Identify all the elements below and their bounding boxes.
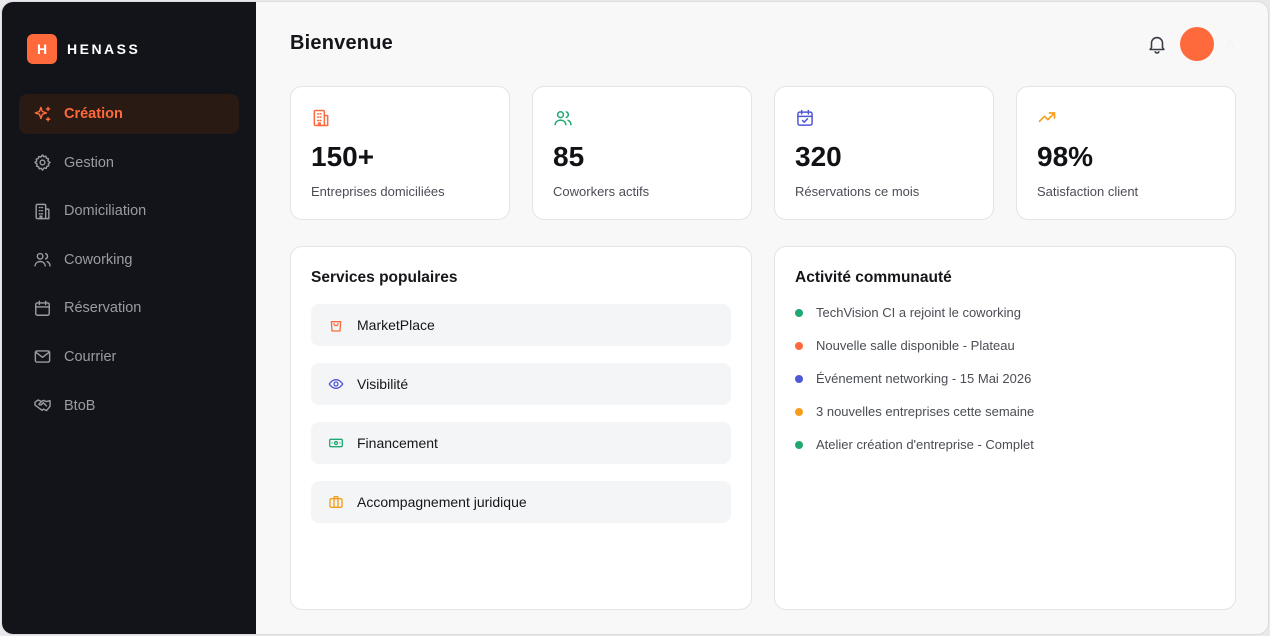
building-icon <box>35 203 50 220</box>
logo-mark: H <box>27 34 57 64</box>
avatar[interactable] <box>1180 27 1214 61</box>
sidebar-item-label: Coworking <box>64 251 133 268</box>
stat-card-satisfaction: 98% Satisfaction client <box>1016 86 1236 220</box>
trending-up-icon <box>1038 112 1056 123</box>
sidebar-item-reservation[interactable]: Réservation <box>19 288 239 328</box>
sparkles-icon <box>34 106 51 122</box>
service-financement[interactable]: Financement <box>311 422 731 464</box>
status-dot <box>795 440 803 449</box>
activity-panel: Activité communauté TechVision CI a rejo… <box>774 246 1236 610</box>
building-icon <box>313 109 329 127</box>
services-panel: Services populaires MarketPlace Visibili… <box>290 246 752 610</box>
sidebar-item-domiciliation[interactable]: Domiciliation <box>19 191 239 231</box>
sidebar-item-label: Domiciliation <box>64 203 147 220</box>
handshake-icon <box>34 399 51 412</box>
service-marketplace[interactable]: MarketPlace <box>311 304 731 346</box>
sidebar-item-creation[interactable]: Création <box>19 94 239 134</box>
activity-item: Événement networking - 15 Mai 2026 <box>795 371 1031 386</box>
service-label: Accompagnement juridique <box>357 494 527 510</box>
sidebar-item-label: Réservation <box>64 300 142 317</box>
services-title: Services populaires <box>311 269 458 286</box>
service-label: Visibilité <box>357 376 409 392</box>
banknote-icon <box>329 438 343 448</box>
calendar-icon <box>35 300 50 316</box>
stat-label: Satisfaction client <box>1037 184 1139 199</box>
activity-item: Atelier création d'entreprise - Complet <box>795 437 1034 452</box>
gear-icon <box>34 154 51 171</box>
stat-card-reservations: 320 Réservations ce mois <box>774 86 994 220</box>
users-icon <box>554 111 572 126</box>
sidebar-item-gestion[interactable]: Gestion <box>19 143 239 183</box>
stat-value: 320 <box>795 141 842 172</box>
stat-value: 85 <box>553 141 585 172</box>
eye-icon <box>328 379 344 389</box>
service-visibilite[interactable]: Visibilité <box>311 363 731 405</box>
main-content: Bienvenue A 150+ Entreprises domiciliées… <box>256 2 1268 634</box>
stat-label: Réservations ce mois <box>795 184 920 199</box>
sidebar: H HENASS Création Gestion <box>2 2 256 634</box>
activity-item: 3 nouvelles entreprises cette semaine <box>795 404 1034 419</box>
stat-card-coworkers: 85 Coworkers actifs <box>532 86 752 220</box>
activity-text: Nouvelle salle disponible - Plateau <box>816 338 1015 353</box>
sidebar-item-courrier[interactable]: Courrier <box>19 337 239 377</box>
status-dot <box>795 341 803 350</box>
avatar-initial: A <box>1226 37 1235 51</box>
status-dot <box>795 308 803 317</box>
stat-card-entreprises: 150+ Entreprises domiciliées <box>290 86 510 220</box>
activity-text: Événement networking - 15 Mai 2026 <box>816 371 1032 386</box>
stat-value: 98% <box>1037 141 1094 172</box>
stat-label: Coworkers actifs <box>553 184 650 199</box>
sidebar-nav: Création Gestion Domiciliation <box>19 94 239 434</box>
status-dot <box>795 374 803 383</box>
brand-name: HENASS <box>67 41 141 57</box>
activity-item: Nouvelle salle disponible - Plateau <box>795 338 1015 353</box>
calendar-check-icon <box>797 109 813 126</box>
sidebar-item-label: Création <box>64 106 123 122</box>
service-accompagnement-juridique[interactable]: Accompagnement juridique <box>311 481 731 523</box>
bell-icon[interactable] <box>1146 33 1168 55</box>
sidebar-item-btob[interactable]: BtoB <box>19 386 239 426</box>
activity-text: TechVision CI a rejoint le coworking <box>816 305 1021 320</box>
briefcase-icon <box>329 496 343 508</box>
activity-title: Activité communauté <box>795 269 952 286</box>
mail-icon <box>34 350 51 364</box>
brand-logo[interactable]: H HENASS <box>27 34 140 64</box>
page-title: Bienvenue <box>290 32 393 54</box>
service-label: Financement <box>357 435 438 451</box>
sidebar-item-label: Gestion <box>64 154 114 171</box>
stat-label: Entreprises domiciliées <box>311 184 445 199</box>
users-icon <box>34 253 51 267</box>
status-dot <box>795 407 803 416</box>
stat-value: 150+ <box>311 141 375 172</box>
sidebar-item-coworking[interactable]: Coworking <box>19 240 239 280</box>
shopping-bag-icon <box>330 321 342 332</box>
sidebar-item-label: BtoB <box>64 397 96 414</box>
activity-item: TechVision CI a rejoint le coworking <box>795 305 1021 320</box>
sidebar-item-label: Courrier <box>64 348 117 365</box>
activity-text: 3 nouvelles entreprises cette semaine <box>816 404 1035 419</box>
service-label: MarketPlace <box>357 317 435 333</box>
activity-text: Atelier création d'entreprise - Complet <box>816 437 1034 452</box>
